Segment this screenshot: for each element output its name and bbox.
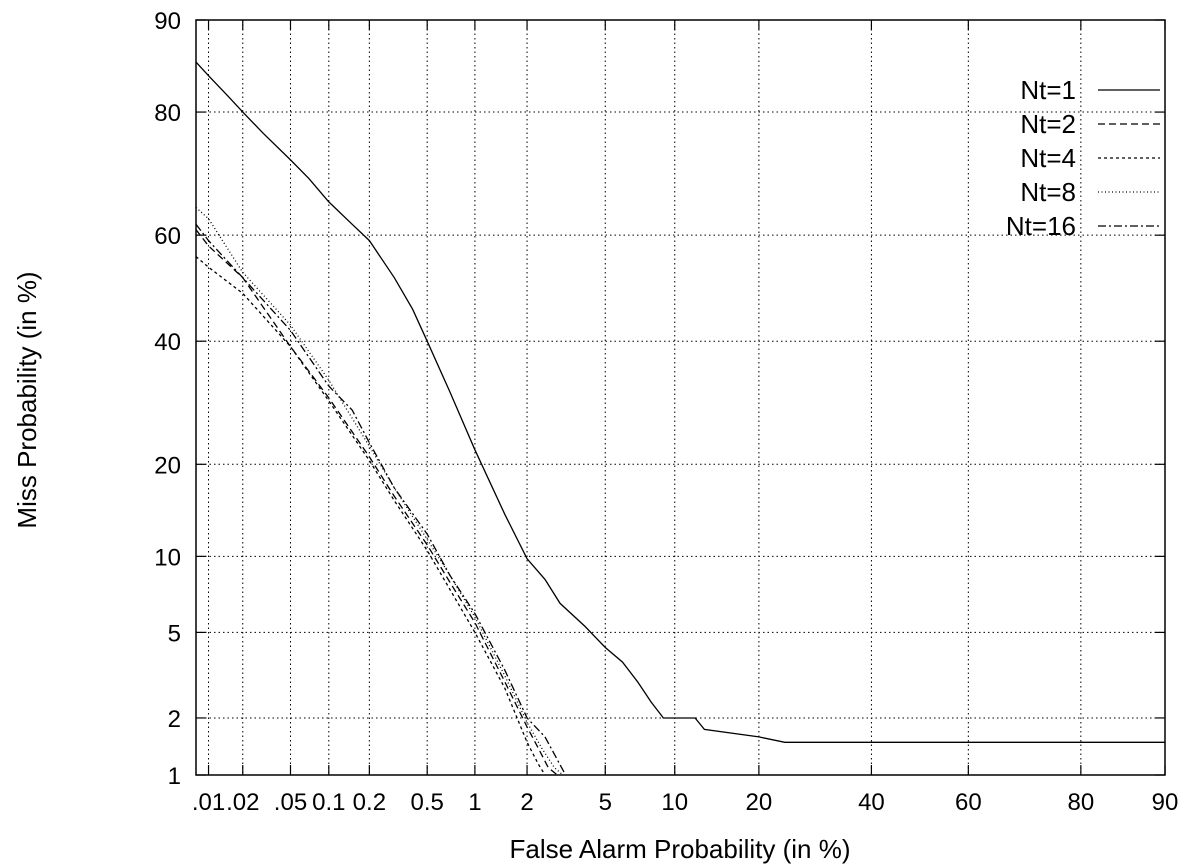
series-lines [195,61,1165,776]
legend-label: Nt=2 [1020,109,1076,139]
legend-label: Nt=8 [1020,177,1076,207]
y-tick-label: 80 [154,100,181,127]
legend-label: Nt=16 [1006,211,1076,241]
series-line-1 [195,61,1165,743]
x-tick-label: 40 [858,789,885,816]
x-tick-label: 0.5 [411,789,444,816]
series-line-5 [195,223,567,776]
x-tick-label: 2 [520,789,533,816]
x-axis-title: False Alarm Probability (in %) [510,834,851,864]
x-tick-label: 90 [1152,789,1179,816]
x-tick-label: 10 [661,789,688,816]
axis-ticks: .01.02 .05 0.1 0.2 0.5 1 2 5 10 20 40 60 80 90 1 2 5 10 20… [154,8,1178,816]
series-line-3 [195,256,546,776]
legend-label: Nt=4 [1020,143,1076,173]
y-tick-label: 5 [168,620,181,647]
x-tick-label: 0.1 [312,789,345,816]
plot-frame [195,19,1166,776]
x-tick-label: .05 [274,789,307,816]
x-tick-label: 0.2 [353,789,386,816]
x-tick-label: 5 [599,789,612,816]
x-tick-label: 60 [955,789,982,816]
series-line-4 [195,207,564,776]
x-tick-label: 1 [468,789,481,816]
y-tick-label: 90 [154,8,181,35]
x-tick-label: .02 [226,789,259,816]
series-line-2 [195,229,558,776]
x-tick-label: .01 [192,789,225,816]
y-axis-title: Miss Probability (in %) [12,271,42,528]
y-tick-label: 1 [168,763,181,790]
y-tick-label: 10 [154,544,181,571]
x-tick-label: 80 [1068,789,1095,816]
y-tick-label: 2 [168,706,181,733]
y-tick-label: 20 [154,452,181,479]
y-tick-label: 60 [154,223,181,250]
x-tick-label: 20 [746,789,773,816]
y-tick-label: 40 [154,329,181,356]
legend-label: Nt=1 [1020,75,1076,105]
legend: Nt=1 Nt=2 Nt=4 Nt=8 Nt=16 [1006,75,1160,241]
